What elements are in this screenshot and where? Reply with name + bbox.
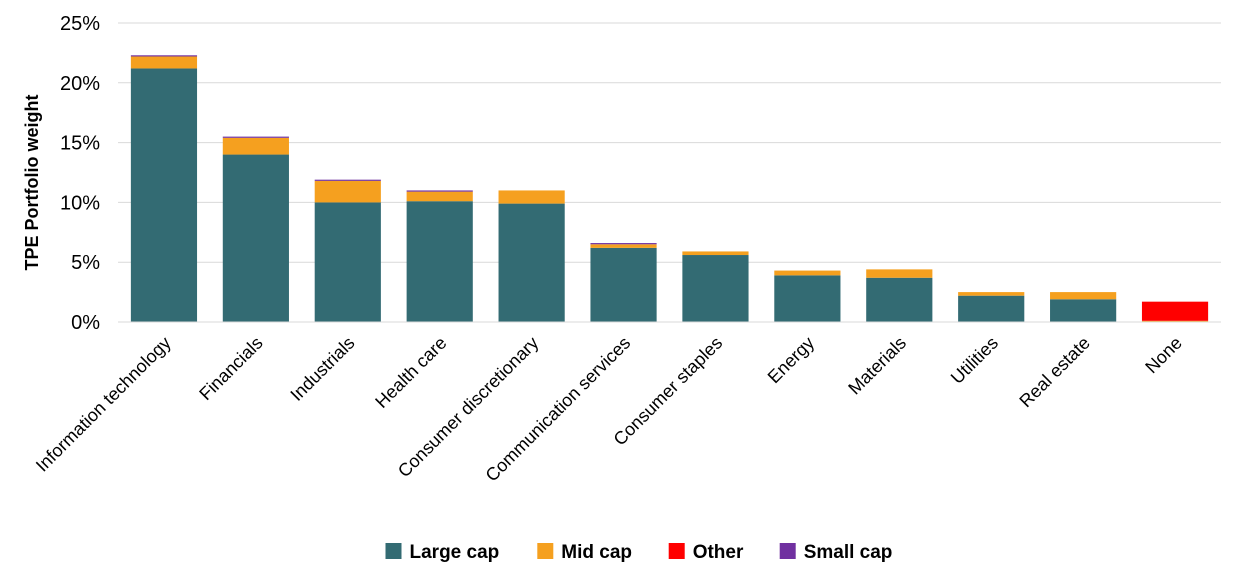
x-category-label: Industrials bbox=[286, 333, 358, 405]
bar-segment-small-cap bbox=[590, 243, 657, 245]
bar-segment-large-cap bbox=[222, 154, 289, 322]
x-category-label: Health care bbox=[371, 333, 450, 412]
legend-label: Small cap bbox=[804, 542, 893, 563]
x-category-label: Real estate bbox=[1015, 333, 1094, 412]
x-category-label: Materials bbox=[844, 333, 910, 399]
y-tick-label: 15% bbox=[60, 133, 100, 155]
y-tick-label: 10% bbox=[60, 192, 100, 214]
bar-segment-other bbox=[1141, 301, 1209, 321]
legend-swatch-mid-cap bbox=[537, 543, 554, 559]
bars bbox=[130, 55, 1209, 322]
y-axis-title: TPE Portfolio weight bbox=[22, 95, 42, 271]
bar-segment-small-cap bbox=[130, 55, 198, 57]
x-category-label: Information technology bbox=[32, 333, 175, 476]
bar-segment-large-cap bbox=[774, 275, 841, 322]
bar-segment-mid-cap bbox=[958, 292, 1025, 296]
legend-label: Other bbox=[693, 542, 744, 563]
bar-segment-small-cap bbox=[406, 190, 473, 192]
bar-segment-large-cap bbox=[498, 203, 565, 322]
y-tick-label: 0% bbox=[71, 312, 100, 334]
bar-segment-large-cap bbox=[130, 68, 198, 322]
bar-segment-mid-cap bbox=[1141, 320, 1209, 322]
legend-label: Large cap bbox=[410, 542, 500, 563]
bar-segment-mid-cap bbox=[774, 270, 841, 276]
bar-segment-mid-cap bbox=[866, 269, 933, 278]
x-category-label: Energy bbox=[764, 333, 818, 387]
legend: Large cap Mid cap Other Small cap bbox=[385, 542, 893, 563]
bar-segment-large-cap bbox=[590, 247, 657, 322]
bar-segment-mid-cap bbox=[314, 180, 381, 203]
bar-segment-mid-cap bbox=[222, 137, 289, 155]
bar-segment-mid-cap bbox=[406, 191, 473, 202]
bar-segment-large-cap bbox=[314, 202, 381, 322]
x-category-label: Financials bbox=[195, 333, 266, 404]
grid-lines bbox=[118, 22, 1221, 263]
bar-segment-large-cap bbox=[958, 295, 1025, 322]
legend-swatch-large-cap bbox=[385, 543, 402, 559]
bar-segment-mid-cap bbox=[682, 251, 749, 256]
y-tick-label: 5% bbox=[71, 252, 100, 274]
legend-swatch-other bbox=[668, 543, 685, 559]
y-tick-label: 25% bbox=[60, 13, 100, 35]
bar-segment-large-cap bbox=[682, 255, 749, 322]
y-tick-label: 20% bbox=[60, 73, 100, 95]
bar-segment-mid-cap bbox=[590, 244, 657, 248]
legend-swatch-small-cap bbox=[779, 543, 796, 559]
bar-segment-mid-cap bbox=[498, 190, 565, 204]
legend-label: Mid cap bbox=[561, 542, 632, 563]
bar-segment-mid-cap bbox=[130, 56, 198, 69]
x-category-label: None bbox=[1141, 333, 1186, 378]
bar-segment-small-cap bbox=[314, 179, 381, 181]
bar-segment-large-cap bbox=[406, 201, 473, 322]
bar-segment-large-cap bbox=[1050, 299, 1117, 322]
bar-segment-mid-cap bbox=[1050, 292, 1117, 300]
bar-segment-large-cap bbox=[866, 277, 933, 322]
bar-segment-small-cap bbox=[222, 136, 289, 138]
x-category-label: Utilities bbox=[947, 333, 1002, 388]
